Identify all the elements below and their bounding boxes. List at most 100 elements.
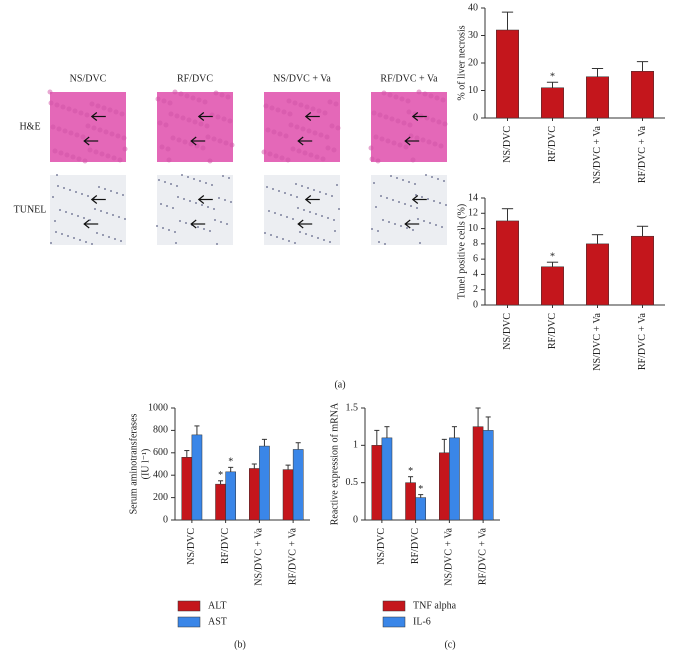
micrograph-texture [224,199,226,201]
y-tick-label: 20 [468,57,478,68]
micrograph-texture [200,145,206,151]
micrograph-texture [205,182,207,184]
micrograph-texture [443,180,445,182]
y-tick-label: 40 [468,2,478,13]
micrograph-texture [75,191,77,193]
row-label: H&E [19,121,40,132]
micrograph-texture [310,106,316,112]
y-axis-label: % of liver necrosis [456,25,467,100]
micrograph-texture [317,237,319,239]
micrograph-texture [115,133,121,139]
micrograph-texture [174,113,180,119]
micrograph-texture [64,152,70,158]
micrograph-texture [392,199,394,201]
micrograph-texture [101,105,107,111]
micrograph-texture [283,133,289,139]
bar [282,469,294,521]
micrograph [157,175,233,245]
micrograph-texture [371,110,377,116]
micrograph-texture [58,150,64,156]
micrograph-texture [329,241,331,243]
micrograph-texture [434,95,440,101]
micrograph-texture [304,104,310,110]
micrograph-texture [287,111,293,117]
arrow-head [83,136,90,146]
error-bar [501,208,514,221]
bar [259,445,270,521]
micrograph-texture [273,153,279,159]
y-tick-label: 10 [468,85,478,96]
micrograph-texture [261,149,267,155]
micrograph-texture [93,149,99,155]
micrograph-texture [407,122,413,128]
micrograph-texture [50,242,52,244]
micrograph-texture [302,150,308,156]
micrograph-texture [423,220,425,222]
arrow-head [190,136,197,146]
micrograph-texture [284,192,286,194]
micrograph-texture [428,93,434,99]
bar [586,76,609,119]
bar [191,434,203,521]
micrograph-texture [426,139,432,145]
micrograph-texture [156,225,158,227]
micrograph-texture [390,175,392,177]
micrograph-texture [383,114,389,120]
column-label: NS/DVC + Va [273,73,331,84]
micrograph-texture [205,134,211,140]
micrograph-texture [436,119,442,125]
panel-label: (a) [334,379,345,390]
micrograph-texture [195,202,197,204]
micrograph-texture [168,111,174,117]
micrograph-texture [408,181,410,183]
micrograph-texture [386,197,388,199]
bar [181,457,193,521]
micrograph-texture [223,140,229,146]
micrograph-texture [225,94,231,100]
micrograph-texture [71,213,73,215]
micrograph-texture [286,98,292,104]
micrograph-texture [108,236,110,238]
micrograph-texture [184,93,190,99]
micrograph-texture [61,233,63,235]
micrograph-texture [318,132,324,138]
micrograph-texture [67,235,69,237]
y-axis-label: Reactive expression of mRNA [329,402,340,525]
y-tick-label: 0 [353,514,358,525]
micrograph-texture [181,174,183,176]
micrograph-texture [380,195,382,197]
column-label: RF/DVC [177,73,213,84]
micrograph-texture [416,207,418,209]
micrograph-texture [87,195,89,197]
micrograph-texture [276,236,278,238]
micrograph-texture [229,142,235,148]
significance-star: * [408,466,413,477]
bar [472,426,484,521]
micrograph-texture [439,202,441,204]
micrograph-texture [271,129,277,135]
micrograph-texture [94,208,96,210]
micrograph-texture [170,135,176,141]
arrow-head [297,219,304,229]
micrograph-texture [427,198,429,200]
micrograph-texture [320,156,326,162]
micrograph-texture [50,124,56,130]
error-bar [485,416,491,431]
error-bar [374,429,380,446]
micrograph-texture [290,194,292,196]
micrograph-texture [213,90,219,96]
micrograph-texture [109,131,115,137]
error-bar [418,494,424,498]
column-label: NS/DVC [70,73,107,84]
y-tick-label: 600 [153,447,168,458]
micrograph-texture [333,101,339,107]
micrograph-texture [336,184,338,186]
y-tick-label: 4 [473,269,478,280]
micrograph-texture [84,112,90,118]
y-tick-label: 200 [153,492,168,503]
micrograph-texture [395,118,401,124]
micrograph-texture [118,216,120,218]
micrograph-texture [167,100,173,106]
micrograph-texture [435,224,437,226]
micrograph-texture [175,242,177,244]
